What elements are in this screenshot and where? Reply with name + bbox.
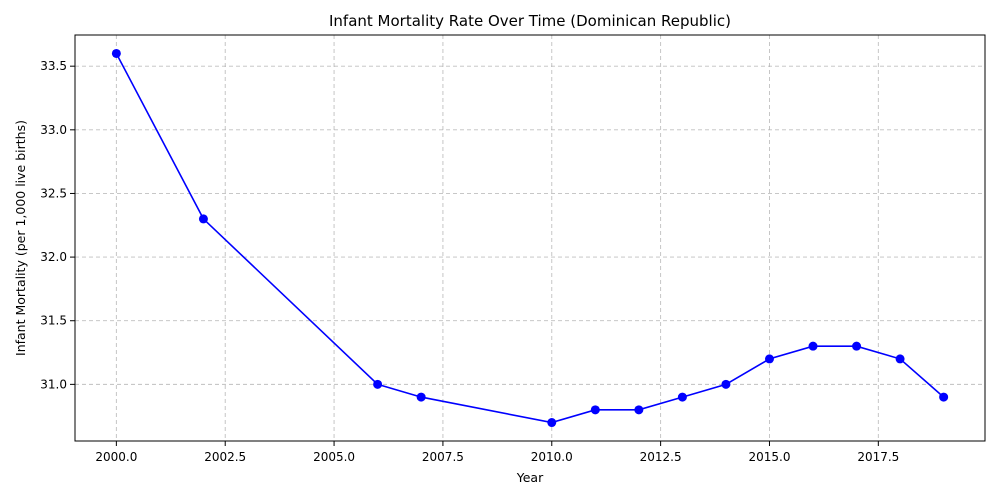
data-point: [416, 392, 426, 402]
x-tick-label: 2007.5: [422, 450, 464, 464]
x-axis-label: Year: [516, 470, 544, 485]
axis-ticks: 2000.0 2002.5 2005.0 2007.5 2010.0 2012.5 2015…: [40, 59, 899, 464]
x-tick-label: 2017.5: [857, 450, 899, 464]
y-tick-label: 32.5: [40, 186, 67, 200]
chart-title: Infant Mortality Rate Over Time (Dominic…: [329, 12, 731, 30]
x-tick-label: 2000.0: [95, 450, 137, 464]
x-tick-label: 2010.0: [531, 450, 573, 464]
plot-frame: [74, 34, 986, 442]
x-tick-label: 2002.5: [204, 450, 246, 464]
series-line-group: [111, 48, 949, 428]
y-tick-label: 33.5: [40, 59, 67, 73]
y-axis-label: Infant Mortality (per 1,000 live births): [13, 120, 28, 356]
data-point: [590, 405, 600, 415]
data-point: [677, 392, 687, 402]
data-point: [547, 418, 557, 428]
data-point: [111, 48, 121, 58]
data-point: [808, 341, 818, 351]
data-point: [634, 405, 644, 415]
data-point: [939, 392, 949, 402]
data-point: [852, 341, 862, 351]
y-tick-label: 31.5: [40, 314, 67, 328]
y-tick-label: 32.0: [40, 250, 67, 264]
data-point: [721, 379, 731, 389]
y-tick-label: 31.0: [40, 377, 67, 391]
series-line: [115, 53, 945, 424]
data-point: [895, 354, 905, 364]
x-tick-label: 2005.0: [313, 450, 355, 464]
data-point: [373, 379, 383, 389]
data-point: [764, 354, 774, 364]
data-point: [198, 214, 208, 224]
x-tick-label: 2015.0: [748, 450, 790, 464]
grid-lines: [75, 35, 985, 441]
y-tick-label: 33.0: [40, 123, 67, 137]
x-tick-label: 2012.5: [640, 450, 682, 464]
